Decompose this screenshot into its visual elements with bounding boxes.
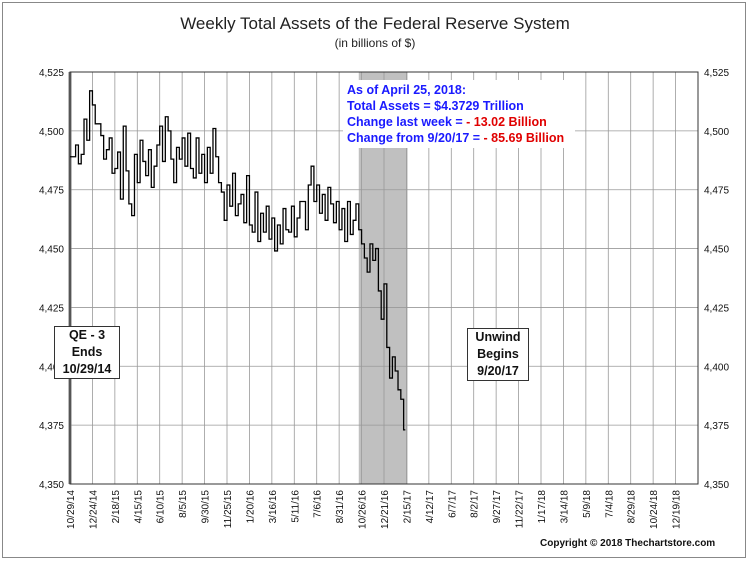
x-tick-label: 11/25/15 bbox=[223, 490, 234, 529]
chart-title: Weekly Total Assets of the Federal Reser… bbox=[180, 14, 570, 33]
y-tick-label-right: 4,425 bbox=[704, 303, 729, 314]
y-tick-label-right: 4,400 bbox=[704, 362, 729, 373]
x-tick-label: 7/6/16 bbox=[313, 490, 324, 518]
unwind-label: Unwind Begins 9/20/17 bbox=[467, 328, 529, 381]
info-line-total: Total Assets = $4.3729 Trillion bbox=[347, 99, 524, 113]
x-tick-label: 1/20/16 bbox=[245, 490, 256, 524]
info-box: As of April 25, 2018: Total Assets = $4.… bbox=[343, 80, 575, 148]
info-week-value: - 13.02 Billion bbox=[466, 115, 547, 129]
x-tick-label: 9/27/17 bbox=[492, 490, 503, 524]
plot-border bbox=[69, 71, 699, 485]
x-tick-label: 2/18/15 bbox=[111, 490, 122, 524]
info-since-label: Change from 9/20/17 = bbox=[347, 131, 484, 145]
x-tick-label: 3/14/18 bbox=[559, 490, 570, 524]
qe3-end-label: QE - 3 Ends 10/29/14 bbox=[54, 326, 120, 379]
chart-subtitle: (in billions of $) bbox=[334, 36, 416, 50]
x-tick-label: 3/16/16 bbox=[268, 490, 279, 524]
y-tick-label-left: 4,400 bbox=[39, 362, 64, 373]
x-tick-label: 5/9/18 bbox=[582, 490, 593, 518]
info-line-week: Change last week = - 13.02 Billion bbox=[347, 114, 571, 130]
y-tick-label-left: 4,375 bbox=[39, 421, 64, 432]
x-tick-label: 7/4/18 bbox=[604, 490, 615, 518]
x-tick-label: 10/24/18 bbox=[649, 490, 660, 529]
x-tick-label: 6/7/17 bbox=[447, 490, 458, 518]
x-tick-label: 12/19/18 bbox=[672, 490, 683, 529]
qe3-line3: 10/29/14 bbox=[62, 362, 112, 376]
y-tick-label-right: 4,375 bbox=[704, 421, 729, 432]
x-tick-label: 10/26/16 bbox=[358, 490, 369, 529]
unwind-line2: Begins bbox=[477, 347, 519, 361]
y-tick-label-left: 4,425 bbox=[39, 303, 64, 314]
unwind-line1: Unwind bbox=[475, 330, 521, 344]
y-tick-label-left: 4,525 bbox=[39, 68, 64, 79]
y-tick-label-right: 4,500 bbox=[704, 127, 729, 138]
x-tick-label: 9/30/15 bbox=[201, 490, 212, 524]
x-tick-label: 8/29/18 bbox=[627, 490, 638, 524]
info-line-since: Change from 9/20/17 = - 85.69 Billion bbox=[347, 130, 571, 146]
x-tick-label: 5/11/16 bbox=[290, 490, 301, 523]
y-tick-label-right: 4,475 bbox=[704, 186, 729, 197]
x-tick-label: 12/24/14 bbox=[88, 490, 99, 529]
info-since-value: - 85.69 Billion bbox=[483, 131, 565, 145]
series-line-total-assets bbox=[70, 90, 406, 431]
y-tick-label-left: 4,450 bbox=[39, 245, 64, 256]
y-tick-label-left: 4,475 bbox=[39, 186, 64, 197]
x-tick-label: 4/12/17 bbox=[425, 490, 436, 524]
info-line-date: As of April 25, 2018: bbox=[347, 83, 467, 97]
qe3-line1: QE - 3 bbox=[68, 328, 106, 342]
y-tick-label-right: 4,350 bbox=[704, 480, 729, 491]
x-tick-label: 4/15/15 bbox=[133, 490, 144, 524]
y-tick-label-left: 4,350 bbox=[39, 480, 64, 491]
qe3-line2: Ends bbox=[71, 345, 103, 359]
x-tick-label: 11/22/17 bbox=[515, 490, 526, 529]
y-tick-label-right: 4,450 bbox=[704, 245, 729, 256]
x-tick-label: 6/10/15 bbox=[156, 490, 167, 524]
x-tick-label: 12/21/16 bbox=[380, 490, 391, 529]
x-tick-label: 8/31/16 bbox=[335, 490, 346, 524]
x-tick-label: 1/17/18 bbox=[537, 490, 548, 524]
x-tick-label: 8/2/17 bbox=[470, 490, 481, 518]
x-tick-label: 10/29/14 bbox=[66, 490, 77, 529]
x-tick-label: 8/5/15 bbox=[178, 490, 189, 518]
info-week-label: Change last week = bbox=[347, 115, 467, 129]
unwind-line3: 9/20/17 bbox=[477, 364, 519, 378]
x-tick-label: 2/15/17 bbox=[402, 490, 413, 524]
y-tick-label-right: 4,525 bbox=[704, 68, 729, 79]
y-tick-label-left: 4,500 bbox=[39, 127, 64, 138]
copyright-text: Copyright © 2018 Thechartstore.com bbox=[540, 538, 716, 549]
